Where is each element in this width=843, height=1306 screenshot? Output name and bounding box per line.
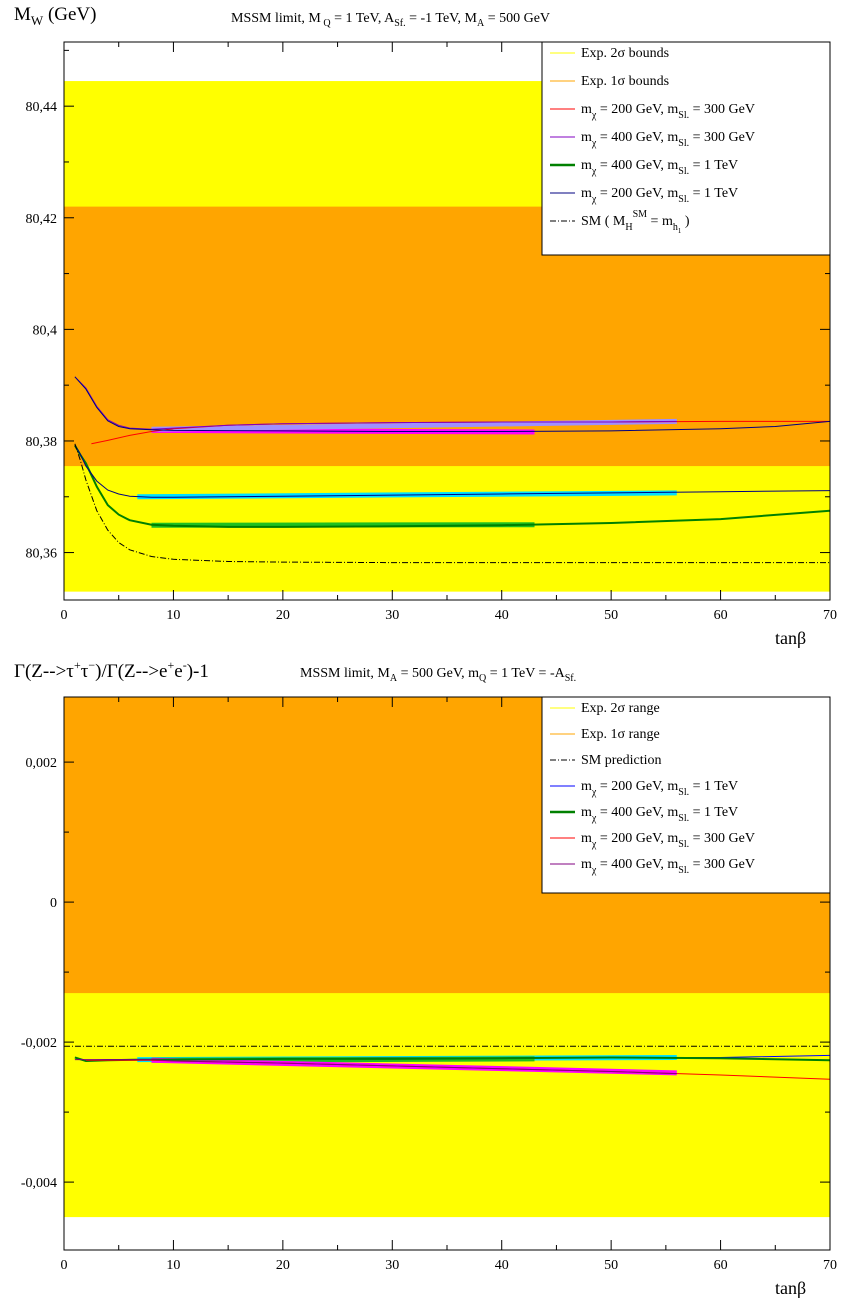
y-tick-label: 0	[50, 896, 57, 911]
legend-box	[541, 696, 831, 894]
x-tick-label: 60	[714, 1258, 728, 1273]
legend-label: SM ( MHSM = mh1 )	[581, 209, 690, 235]
panel2-ylabel: Γ(Z-->τ+τ−)/Γ(Z-->e+e-)-1	[14, 658, 209, 682]
legend-label: mχ = 400 GeV, mSl. = 300 GeV	[581, 857, 755, 876]
y-tick-label: -0,004	[21, 1176, 57, 1191]
x-tick-label: 0	[61, 608, 68, 623]
x-tick-label: 30	[385, 608, 399, 623]
y-tick-label: 80,44	[26, 100, 58, 115]
y-tick-label: 80,42	[26, 212, 58, 227]
legend-box	[541, 41, 831, 256]
highlight-segment	[151, 418, 677, 432]
plot-area	[74, 376, 830, 564]
legend-label: Exp. 2σ range	[581, 701, 660, 716]
legend-label: SM prediction	[581, 753, 662, 768]
legend-label: Exp. 2σ bounds	[581, 46, 669, 61]
x-tick-label: 50	[604, 1258, 618, 1273]
panel1-xlabel: tanβ	[775, 628, 806, 648]
panel2-title: MSSM limit, MA = 500 GeV, mQ = 1 TeV = -…	[300, 666, 576, 684]
legend-label: mχ = 200 GeV, mSl. = 300 GeV	[581, 102, 755, 121]
legend-label: mχ = 200 GeV, mSl. = 300 GeV	[581, 831, 755, 850]
y-tick-label: 80,36	[26, 547, 58, 562]
series-line	[74, 444, 830, 528]
legend: Exp. 2σ range Exp. 1σ range SM prediction m…	[541, 696, 831, 894]
y-tick-label: -0,002	[21, 1036, 57, 1051]
legend-label: mχ = 400 GeV, mSl. = 300 GeV	[581, 130, 755, 149]
y-tick-label: 0,002	[26, 756, 58, 771]
x-tick-label: 0	[61, 1258, 68, 1273]
x-tick-label: 50	[604, 608, 618, 623]
panel1-ylabel: MW (GeV)	[14, 4, 96, 28]
legend-label: mχ = 200 GeV, mSl. = 1 TeV	[581, 779, 738, 798]
legend-label: mχ = 200 GeV, mSl. = 1 TeV	[581, 186, 738, 205]
x-tick-label: 40	[495, 1258, 509, 1273]
x-tick-label: 10	[166, 1258, 180, 1273]
y-tick-label: 80,4	[33, 323, 58, 338]
x-tick-label: 30	[385, 1258, 399, 1273]
series-line	[74, 376, 677, 430]
x-tick-label: 20	[276, 608, 290, 623]
legend-label: Exp. 1σ range	[581, 727, 660, 742]
panel2-xlabel: tanβ	[775, 1278, 806, 1298]
ztau-ratio-chart: 0 10 20 30 40 50 60 70 -0,004 -0,002 0 0,002 Exp. 2σ…	[21, 696, 837, 1273]
y-tick-label: 80,38	[26, 435, 58, 450]
mw-chart: 0 10 20 30 40 50 60 70 80,36 80,38 80,4 80,42 80,44 E…	[26, 41, 837, 623]
legend: Exp. 2σ bounds Exp. 1σ bounds mχ = 200 GeV…	[541, 41, 831, 256]
legend-label: mχ = 400 GeV, mSl. = 1 TeV	[581, 158, 738, 177]
x-tick-label: 60	[714, 608, 728, 623]
series-line	[74, 376, 830, 432]
x-tick-label: 10	[166, 608, 180, 623]
series-line	[74, 445, 830, 498]
x-tick-label: 70	[823, 1258, 837, 1273]
x-tick-label: 40	[495, 608, 509, 623]
series-line	[74, 443, 830, 564]
legend-label: Exp. 1σ bounds	[581, 74, 669, 89]
panel1-title: MSSM limit, M Q = 1 TeV, ASf. = -1 TeV, …	[231, 11, 550, 29]
x-tick-label: 70	[823, 608, 837, 623]
series-line	[74, 1059, 677, 1075]
x-tick-label: 20	[276, 1258, 290, 1273]
plot-area	[64, 1045, 830, 1080]
legend-label: mχ = 400 GeV, mSl. = 1 TeV	[581, 805, 738, 824]
